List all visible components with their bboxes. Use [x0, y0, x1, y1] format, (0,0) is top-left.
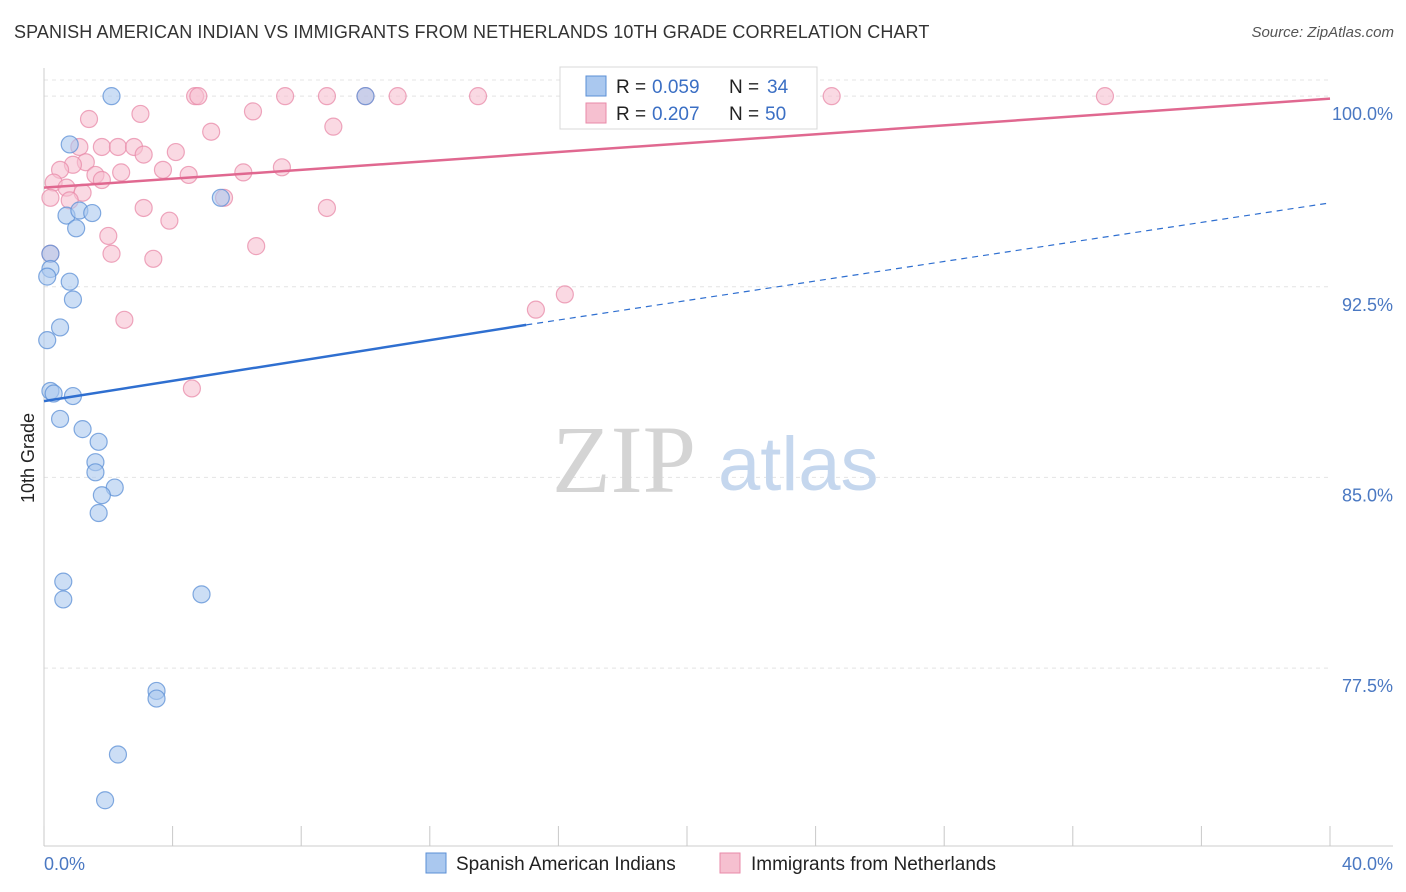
chart-title: SPANISH AMERICAN INDIAN VS IMMIGRANTS FR… [14, 22, 930, 42]
x-tick-label-max: 40.0% [1342, 854, 1393, 874]
series-legend-label-blue: Spanish American Indians [456, 854, 676, 875]
pink-point [182, 379, 201, 398]
pink-point [108, 137, 128, 157]
series-legend-label-pink: Immigrants from Netherlands [751, 854, 996, 875]
pink-trend-line [43, 97, 1331, 189]
legend-n-value-blue: 34 [767, 77, 789, 98]
y-tick-label: 85.0% [1342, 485, 1393, 505]
pink-point [388, 87, 407, 106]
pink-point [272, 158, 292, 177]
blue-point [86, 463, 105, 482]
pink-point [134, 145, 153, 164]
pink-point [317, 87, 337, 106]
legend-n-value-pink: 50 [765, 104, 786, 125]
blue-point [54, 572, 73, 591]
trend-layer [43, 97, 1331, 403]
series-legend: Spanish American Indians Immigrants from… [425, 852, 996, 875]
pink-point [92, 170, 111, 190]
pink-point [166, 142, 185, 162]
pink-point [1095, 87, 1115, 106]
pink-point [822, 87, 841, 106]
legend-n-label-blue: N = [729, 77, 759, 98]
blue-point [38, 331, 57, 350]
blue-point [50, 409, 70, 429]
blue-point [108, 745, 128, 764]
blue-point [95, 791, 115, 810]
pink-point [160, 211, 179, 230]
pink-point [134, 198, 153, 218]
blue-point [38, 267, 57, 286]
legend-n-label-pink: N = [729, 104, 759, 125]
blue-point [63, 290, 83, 309]
source-label: Source: ZipAtlas.com [1251, 24, 1394, 41]
y-axis-label: 10th Grade [18, 413, 38, 503]
legend-swatch-blue [585, 75, 607, 97]
blue-point [192, 585, 211, 604]
pink-point [468, 87, 488, 106]
blue-point [83, 203, 102, 223]
pink-point [112, 163, 131, 182]
y-tick-labels: 77.5% 85.0% 92.5% 100.0% [1332, 104, 1393, 696]
pink-point [526, 300, 545, 319]
blue-point [356, 87, 375, 106]
pink-point [179, 165, 198, 185]
points-layer [38, 87, 1115, 810]
y-tick-label: 100.0% [1332, 104, 1393, 124]
pink-point [243, 102, 263, 121]
pink-point [144, 249, 163, 268]
legend-r-label-pink: R = [616, 104, 646, 125]
legend-swatch-pink [585, 102, 607, 124]
pink-point [41, 188, 60, 207]
series-legend-swatch-blue [425, 852, 447, 874]
pink-point [115, 310, 134, 329]
blue-point [41, 244, 60, 263]
pink-point [79, 109, 99, 129]
blue-point [67, 219, 86, 238]
blue-point [102, 87, 121, 106]
pink-point [555, 285, 574, 304]
pink-point [317, 198, 337, 218]
blue-trend-line [43, 323, 527, 403]
stats-legend: R = 0.059 N = 34 R = 0.207 N = 50 [559, 66, 818, 130]
y-tick-label: 92.5% [1342, 295, 1393, 315]
legend-r-value-pink: 0.207 [652, 104, 700, 125]
legend-r-value-blue: 0.059 [652, 77, 700, 98]
blue-point [89, 503, 108, 523]
blue-point [147, 689, 166, 708]
blue-point [211, 188, 230, 207]
pink-point [99, 226, 118, 246]
pink-point [202, 122, 221, 141]
pink-point [247, 237, 266, 256]
pink-point [131, 104, 150, 124]
pink-point [153, 160, 173, 179]
watermark: ZIP atlas [552, 406, 879, 513]
watermark-atlas: atlas [718, 422, 879, 507]
blue-point [60, 272, 79, 291]
blue-point [54, 590, 73, 609]
x-tick-label-min: 0.0% [44, 854, 85, 874]
blue-point [60, 135, 79, 154]
pink-point [276, 87, 295, 106]
blue-trend-extension [526, 202, 1331, 326]
watermark-zip: ZIP [552, 406, 696, 513]
blue-point [50, 318, 70, 337]
blue-point [89, 432, 108, 451]
pink-point [324, 117, 343, 136]
y-tick-label: 77.5% [1342, 676, 1393, 696]
series-legend-swatch-pink [719, 852, 741, 874]
pink-point [189, 87, 208, 106]
legend-r-label-blue: R = [616, 77, 646, 98]
pink-point [92, 137, 111, 157]
pink-point [102, 244, 121, 263]
blue-point [92, 486, 111, 505]
blue-point [73, 420, 92, 439]
